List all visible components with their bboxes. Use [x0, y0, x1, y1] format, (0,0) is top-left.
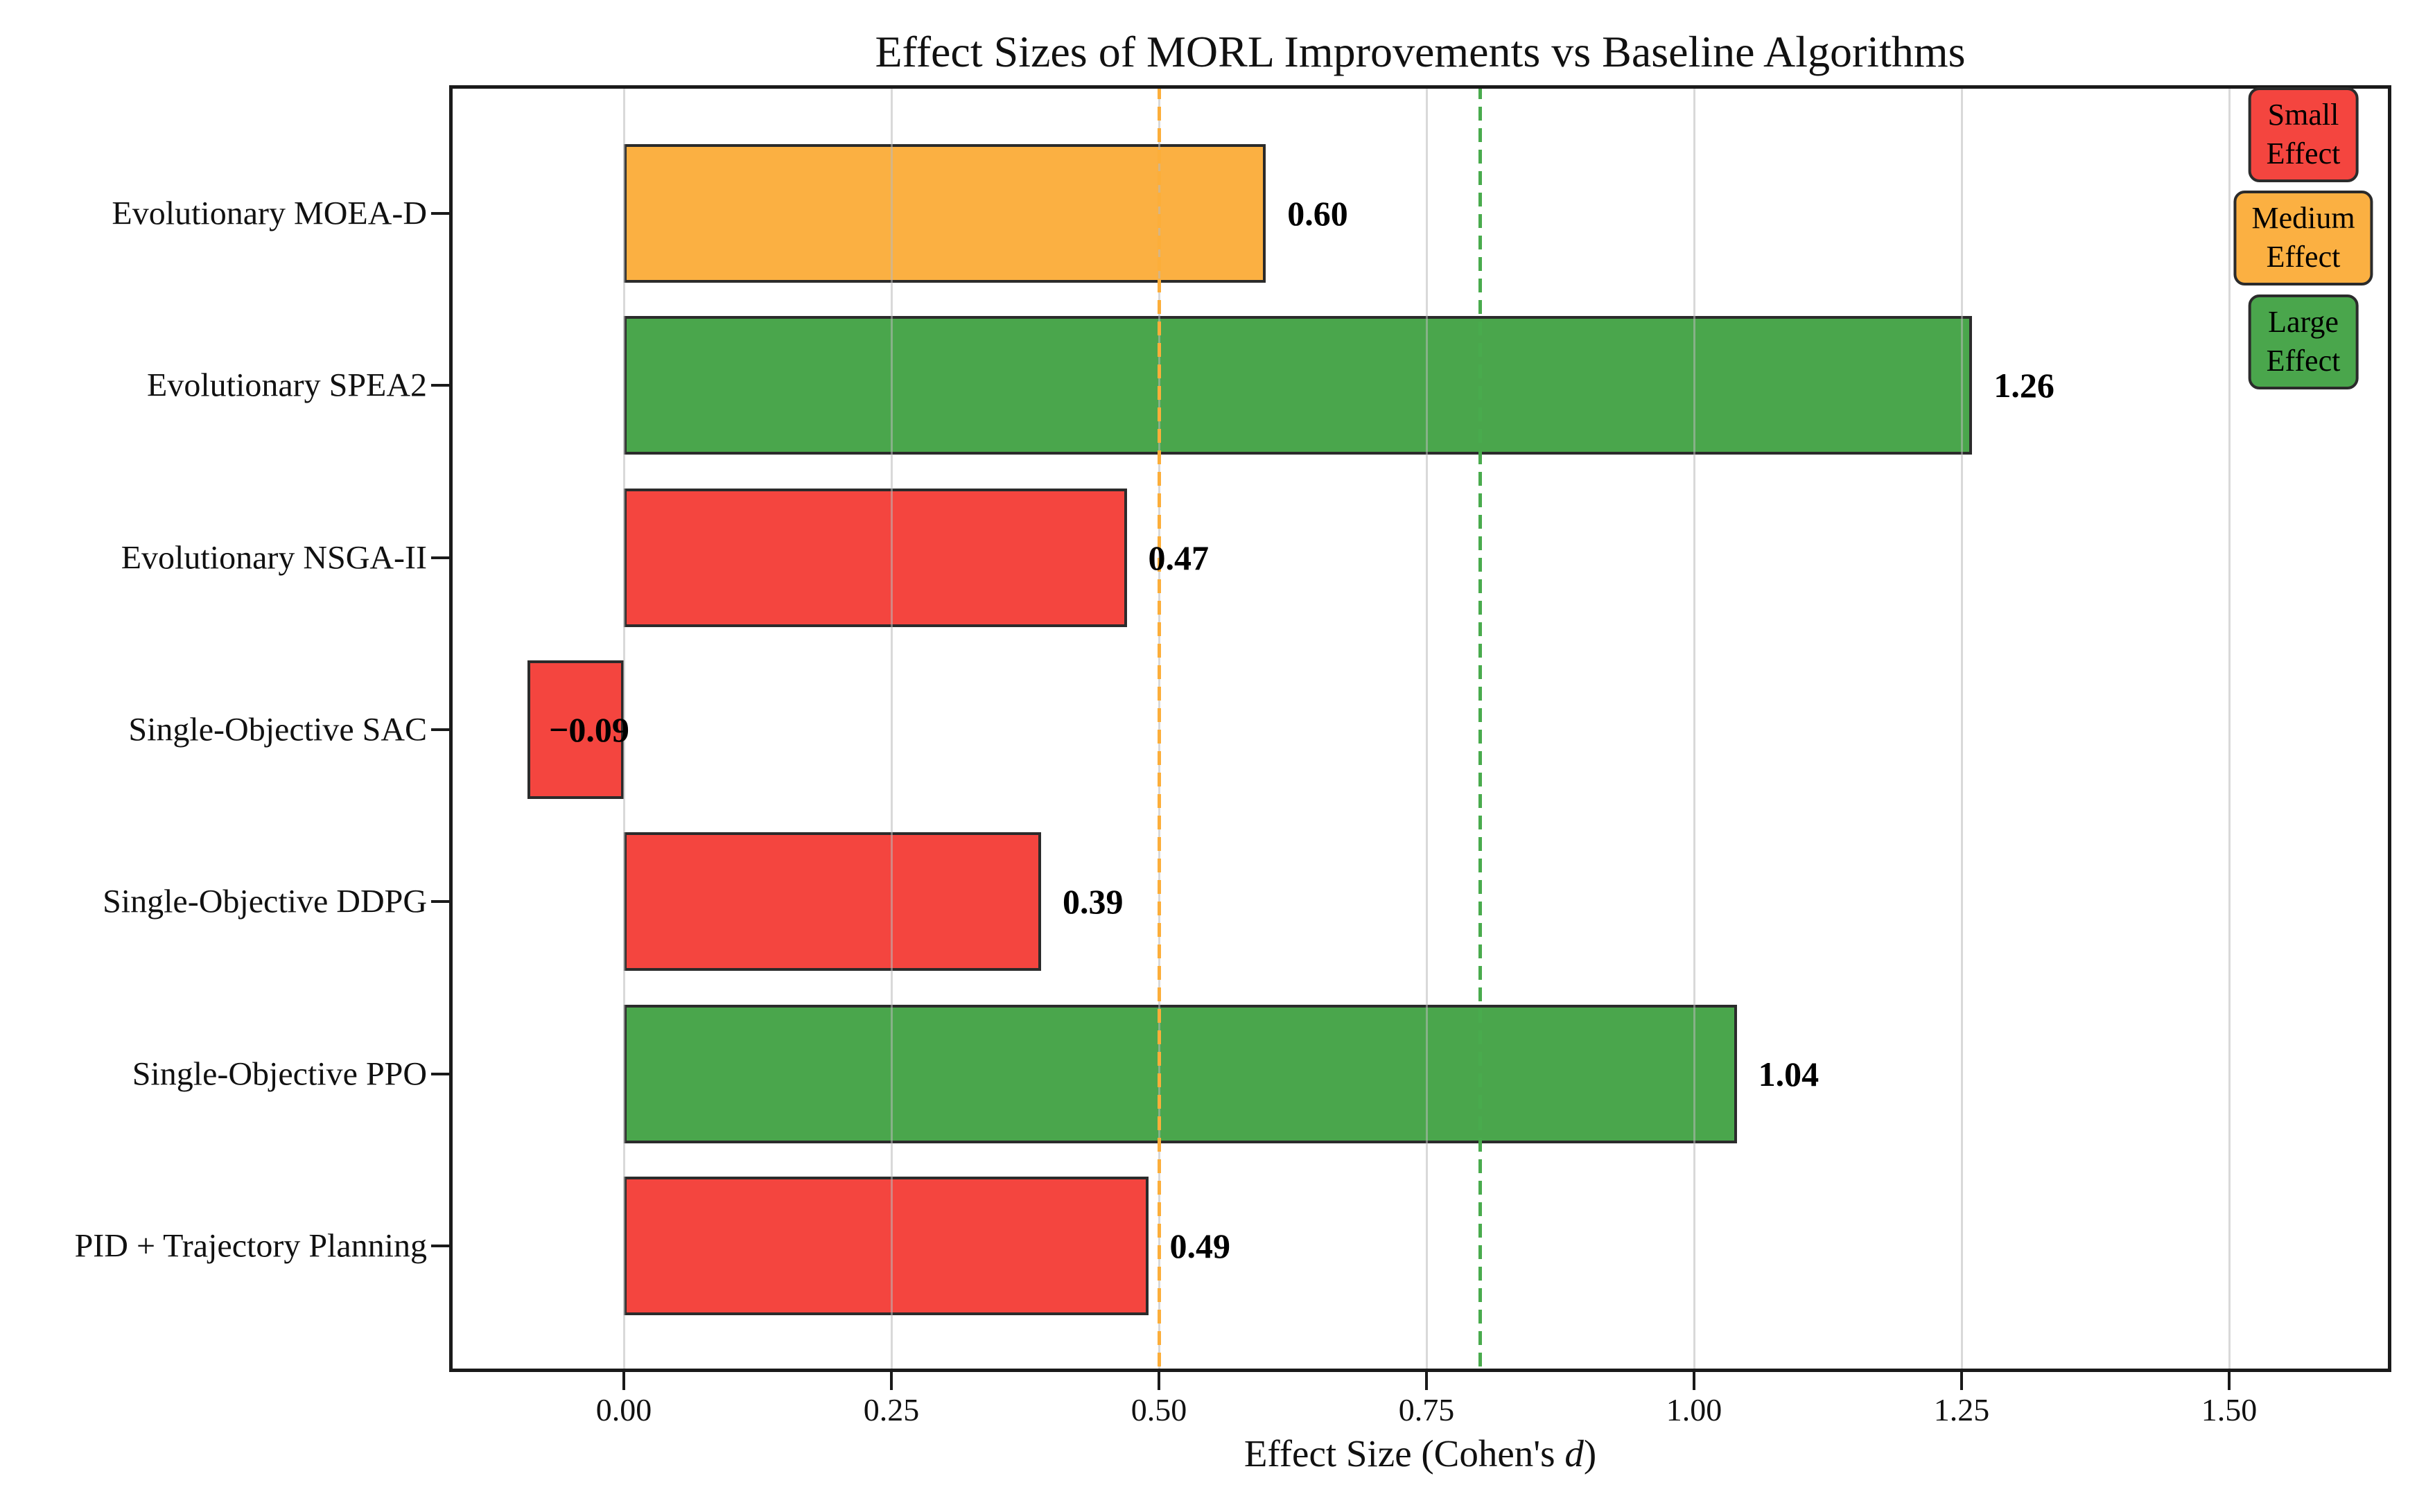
bar-value-label: 0.49	[1169, 1226, 1230, 1265]
y-tick-mark	[431, 728, 449, 731]
medium-effect-threshold-line	[1157, 85, 1161, 1372]
legend-item-line1: Large	[2268, 305, 2339, 339]
bar-value-label: 0.39	[1063, 882, 1124, 922]
x-axis-label-suffix: )	[1583, 1432, 1597, 1475]
bar-value-label: 1.26	[1993, 366, 2054, 405]
legend-item-large-effect: Large Effect	[2248, 295, 2359, 389]
x-tick-mark-1.25	[1960, 1372, 1963, 1390]
gridline-1.00	[1693, 85, 1695, 1372]
legend-item-medium-effect: Medium Effect	[2233, 191, 2373, 285]
x-tick-label-0.75: 0.75	[1398, 1392, 1455, 1427]
legend-item-line2: Effect	[2266, 240, 2341, 274]
gridline-0.25	[890, 85, 893, 1372]
x-tick-label-1.50: 1.50	[2201, 1392, 2258, 1427]
legend-item-line1: Medium	[2251, 201, 2355, 235]
y-axis-label-evolutionary-spea2: Evolutionary SPEA2	[147, 367, 427, 404]
gridline-1.25	[1960, 85, 1963, 1372]
x-tick-label-0.00: 0.00	[595, 1392, 652, 1427]
x-tick-label-0.50: 0.50	[1131, 1392, 1187, 1427]
y-axis-label-pid-trajectory-planning: PID + Trajectory Planning	[74, 1227, 427, 1265]
x-tick-mark-0.75	[1425, 1372, 1428, 1390]
bar-single-objective-ppo	[624, 1004, 1737, 1143]
x-axis-label: Effect Size (Cohen's d)	[449, 1432, 2391, 1475]
legend-item-line2: Effect	[2266, 137, 2341, 171]
gridline-0.00	[622, 85, 625, 1372]
x-tick-mark-0.25	[890, 1372, 893, 1390]
x-tick-mark-0.50	[1158, 1372, 1160, 1390]
x-axis-label-italic-d: d	[1564, 1432, 1584, 1475]
y-tick-mark	[431, 556, 449, 559]
chart-title: Effect Sizes of MORL Improvements vs Bas…	[875, 27, 1966, 76]
bar-value-label: −0.09	[548, 710, 629, 749]
bar-pid-trajectory-planning	[624, 1176, 1149, 1315]
gridline-1.50	[2228, 85, 2231, 1372]
x-tick-mark-1.50	[2228, 1372, 2231, 1390]
y-tick-mark	[431, 212, 449, 215]
x-tick-label-0.25: 0.25	[863, 1392, 920, 1427]
y-tick-mark	[431, 900, 449, 904]
y-tick-mark	[431, 384, 449, 387]
x-tick-label-1.25: 1.25	[1933, 1392, 1990, 1427]
large-effect-threshold-line	[1478, 85, 1482, 1372]
bar-single-objective-sac	[527, 660, 624, 799]
bar-evolutionary-spea2	[624, 316, 1973, 455]
bar-value-label: 0.60	[1287, 194, 1348, 233]
x-axis-label-prefix: Effect Size (Cohen's	[1243, 1432, 1565, 1475]
bar-evolutionary-moea-d	[624, 144, 1266, 283]
y-tick-mark	[431, 1072, 449, 1075]
legend-item-line2: Effect	[2266, 344, 2341, 378]
y-tick-mark	[431, 1244, 449, 1247]
y-axis-label-single-objective-sac: Single-Objective SAC	[128, 711, 427, 748]
legend-item-line1: Small	[2267, 98, 2339, 132]
x-tick-mark-1.00	[1693, 1372, 1695, 1390]
x-tick-mark-0.00	[622, 1372, 625, 1390]
bar-single-objective-ddpg	[624, 832, 1042, 972]
gridline-0.75	[1425, 85, 1428, 1372]
bar-value-label: 0.47	[1148, 538, 1210, 577]
bar-evolutionary-nsga-ii	[624, 488, 1127, 627]
plot-area: 0.60 1.26 0.47 −0.09 0.39 1.04 0.49	[449, 85, 2391, 1372]
bar-value-label: 1.04	[1758, 1054, 1819, 1093]
x-tick-label-1.00: 1.00	[1666, 1392, 1722, 1427]
y-axis-label-evolutionary-nsga-ii: Evolutionary NSGA-II	[121, 539, 427, 577]
y-axis-label-single-objective-ddpg: Single-Objective DDPG	[103, 883, 427, 920]
y-axis-label-single-objective-ppo: Single-Objective PPO	[132, 1055, 427, 1093]
legend-item-small-effect: Small Effect	[2248, 87, 2359, 182]
y-axis-label-evolutionary-moea-d: Evolutionary MOEA-D	[112, 195, 427, 232]
